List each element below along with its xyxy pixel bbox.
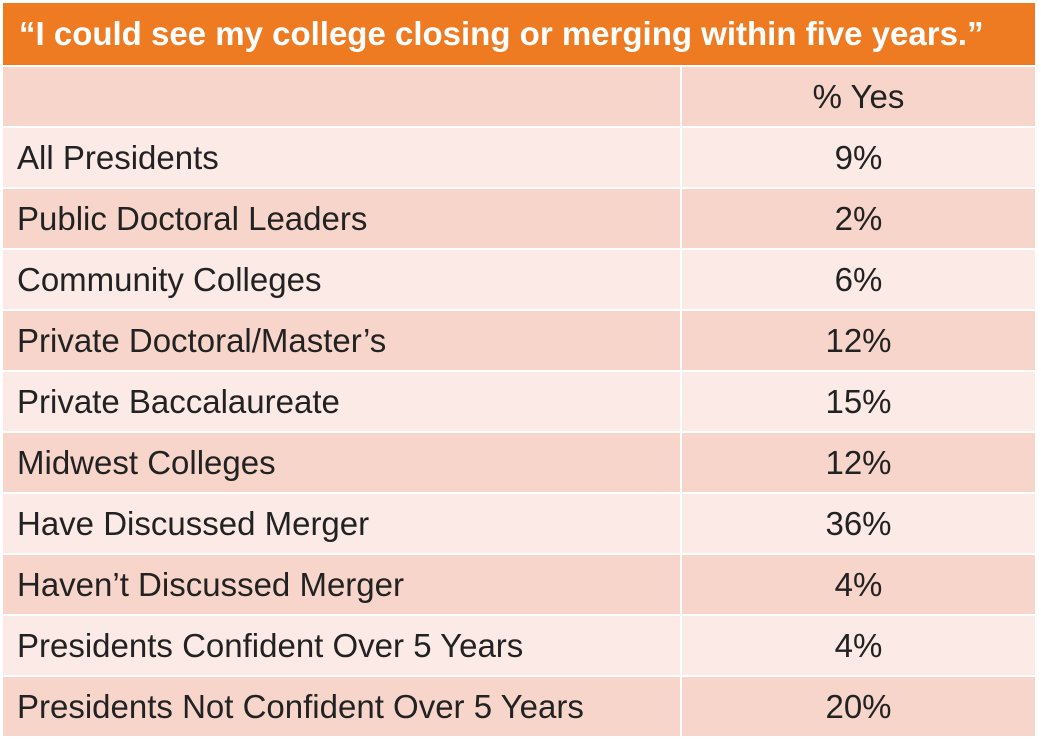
- table-row: Have Discussed Merger 36%: [3, 492, 1035, 554]
- row-label: Haven’t Discussed Merger: [3, 553, 682, 615]
- table-row: Presidents Confident Over 5 Years 4%: [3, 614, 1035, 676]
- row-value: 20%: [681, 675, 1035, 736]
- row-value: 36%: [681, 492, 1035, 554]
- table-row: Private Baccalaureate 15%: [3, 370, 1035, 432]
- row-value: 4%: [681, 553, 1035, 615]
- header-label-cell: [3, 65, 682, 127]
- row-value: 4%: [681, 614, 1035, 676]
- row-value: 12%: [681, 309, 1035, 371]
- row-label: Private Doctoral/Master’s: [3, 309, 682, 371]
- table-row: Community Colleges 6%: [3, 248, 1035, 310]
- table-title: “I could see my college closing or mergi…: [19, 15, 984, 52]
- row-label: Have Discussed Merger: [3, 492, 682, 554]
- table-row: Public Doctoral Leaders 2%: [3, 187, 1035, 249]
- table-row: Private Doctoral/Master’s 12%: [3, 309, 1035, 371]
- row-label: Public Doctoral Leaders: [3, 187, 682, 249]
- row-label: All Presidents: [3, 126, 682, 188]
- row-label: Presidents Not Confident Over 5 Years: [3, 675, 682, 736]
- row-value: 2%: [681, 187, 1035, 249]
- row-label: Community Colleges: [3, 248, 682, 310]
- table-row: Haven’t Discussed Merger 4%: [3, 553, 1035, 615]
- row-value: 9%: [681, 126, 1035, 188]
- row-label: Private Baccalaureate: [3, 370, 682, 432]
- row-value: 12%: [681, 431, 1035, 493]
- row-value: 6%: [681, 248, 1035, 310]
- survey-table-figure: “I could see my college closing or mergi…: [3, 3, 1035, 736]
- table-row: Midwest Colleges 12%: [3, 431, 1035, 493]
- header-value-cell: % Yes: [681, 65, 1035, 127]
- row-label: Midwest Colleges: [3, 431, 682, 493]
- table-row: Presidents Not Confident Over 5 Years 20…: [3, 675, 1035, 736]
- header-row: % Yes: [3, 65, 1035, 127]
- results-table: % Yes All Presidents 9% Public Doctoral …: [3, 65, 1035, 736]
- table-row: All Presidents 9%: [3, 126, 1035, 188]
- row-value: 15%: [681, 370, 1035, 432]
- title-bar: “I could see my college closing or mergi…: [3, 3, 1035, 65]
- row-label: Presidents Confident Over 5 Years: [3, 614, 682, 676]
